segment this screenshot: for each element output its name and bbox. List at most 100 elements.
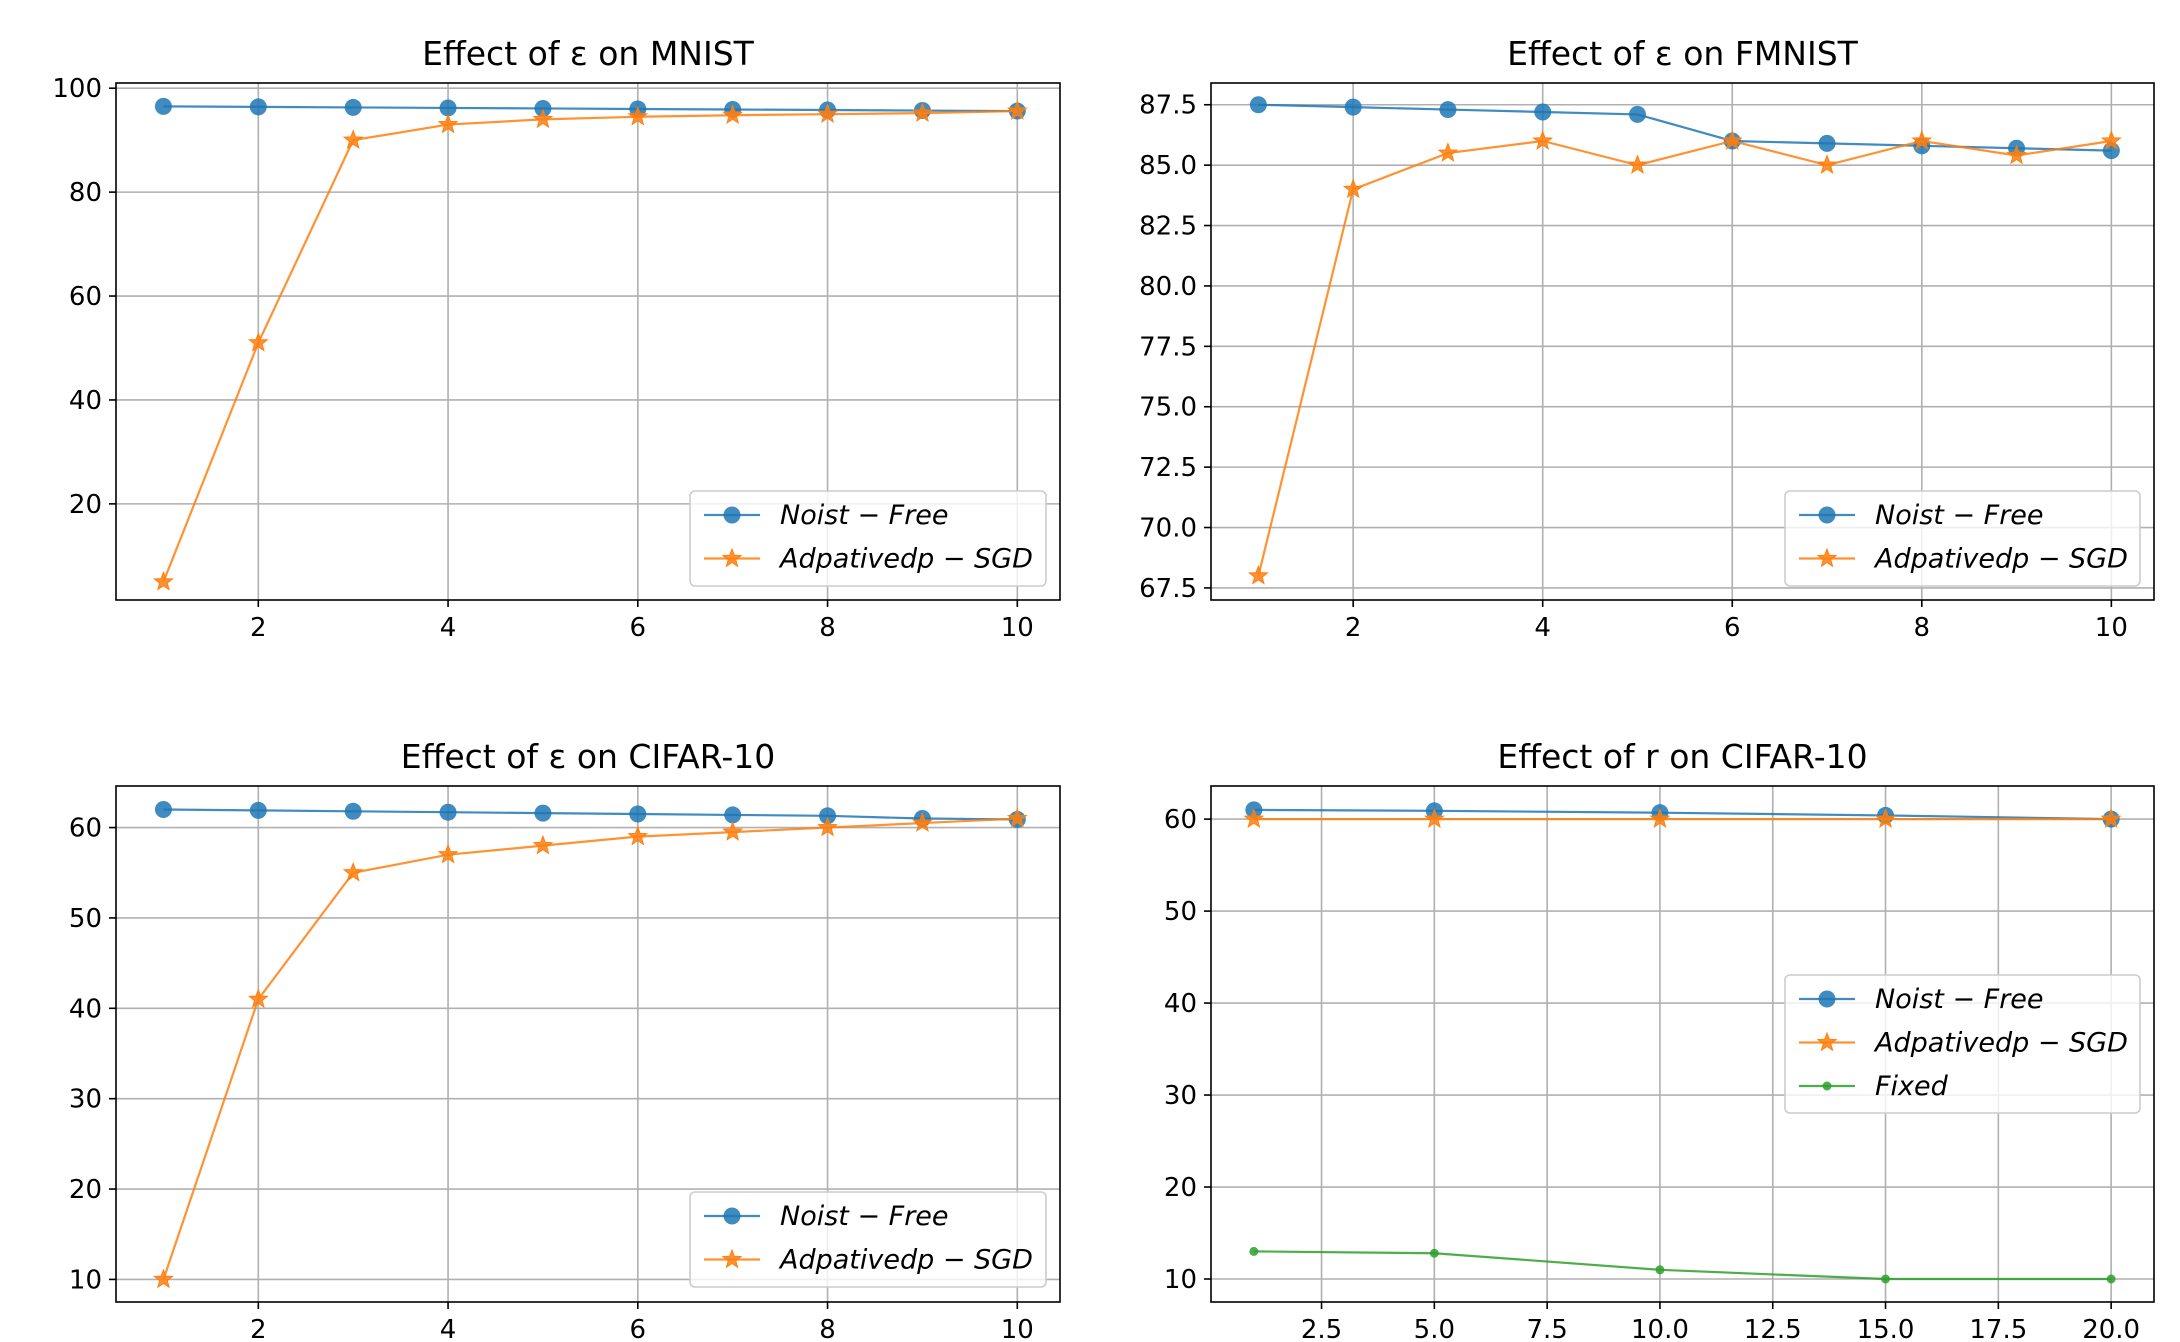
- series-line: [162, 817, 1018, 1280]
- x-tick-label: 17.5: [1969, 1315, 2027, 1342]
- series-line: [1257, 139, 2112, 577]
- data-point: [344, 98, 362, 116]
- y-tick-label: 30: [69, 1085, 102, 1115]
- axes-frame: [115, 785, 1061, 1303]
- y-tick-label: 20: [69, 490, 102, 520]
- data-point: [627, 825, 649, 846]
- y-tick-label: 100: [52, 74, 102, 104]
- legend-frame: [1784, 974, 2141, 1114]
- legend: Noist − Free Adpativedp − SGD: [689, 1191, 1047, 1288]
- data-point: [344, 802, 362, 820]
- series-1: [1249, 96, 2120, 160]
- data-point: [439, 99, 457, 117]
- chart-title: Effect of ε on MNIST: [422, 34, 755, 73]
- data-point: [722, 821, 744, 841]
- legend-label: Noist − Free: [1875, 984, 2044, 1015]
- data-point: [342, 129, 364, 149]
- chart-title: Effect of ε on CIFAR-10: [401, 737, 775, 776]
- data-point: [912, 102, 933, 122]
- data-point: [1439, 101, 1457, 119]
- data-point: [1816, 154, 1838, 174]
- y-tick-label: 67.5: [1139, 574, 1197, 604]
- y-tick-label: 80: [69, 178, 102, 208]
- x-tick-label: 6: [1724, 613, 1741, 643]
- series-1: [154, 97, 1026, 120]
- series-3: [1249, 1246, 2116, 1284]
- y-tick-label: 80.0: [1139, 272, 1197, 302]
- chart-title: Effect of r on CIFAR-10: [1497, 737, 1867, 776]
- y-tick-label: 60: [69, 282, 102, 312]
- data-point: [439, 803, 457, 821]
- legend-marker: [1822, 1081, 1832, 1091]
- axes-frame: [115, 82, 1061, 601]
- legend-label: Noist − Free: [780, 1201, 949, 1232]
- legend-label: Noist − Free: [780, 500, 949, 531]
- y-tick-label: 77.5: [1139, 332, 1197, 362]
- data-point: [247, 988, 269, 1009]
- data-point: [1721, 130, 1743, 150]
- chart-panel-1: 2 4 6 8 10 20 40 60 80 100 Effect of ε on MNIST Noi…: [52, 34, 1061, 643]
- data-point: [1344, 98, 1362, 116]
- data-point: [629, 805, 647, 823]
- series-2: [1243, 808, 2122, 828]
- y-tick-label: 70.0: [1139, 514, 1197, 544]
- legend-label: Adpativedp − SGD: [1873, 544, 2128, 575]
- y-tick-label: 40: [69, 994, 102, 1024]
- data-point: [817, 103, 838, 124]
- legend-frame: [689, 1191, 1047, 1288]
- chart-panel-2: 2 4 6 8 10 67.5 70.0 72.5 75.0 77.5 80.0 82.5 85.0 87…: [1139, 34, 2155, 643]
- legend-label: Adpativedp − SGD: [778, 544, 1033, 575]
- legend: Noist − Free Adpativedp − SGD Fixed: [1784, 974, 2141, 1114]
- data-point: [1875, 808, 1896, 828]
- series-line: [1253, 808, 2112, 821]
- legend-marker: [1818, 506, 1836, 524]
- x-tick-label: 8: [1914, 613, 1931, 643]
- chart-panel-4: 2.5 5.0 7.5 10.0 12.5 15.0 17.5 20.0 10 20 30 40 50 6…: [1164, 737, 2155, 1342]
- x-tick-label: 10: [2095, 613, 2128, 643]
- legend-marker: [721, 1248, 743, 1269]
- legend-frame: [689, 490, 1047, 587]
- data-point: [2100, 808, 2122, 828]
- series-line: [1258, 103, 2112, 152]
- x-tick-label: 10: [1001, 1315, 1034, 1342]
- data-point: [1423, 808, 1445, 828]
- x-tick-label: 4: [440, 613, 457, 643]
- data-point: [912, 812, 933, 832]
- legend-label: Adpativedp − SGD: [778, 1245, 1033, 1276]
- data-point: [1437, 142, 1459, 162]
- y-tick-label: 20: [69, 1175, 102, 1205]
- y-tick-label: 60: [1164, 805, 1197, 835]
- x-tick-label: 20.0: [2082, 1315, 2140, 1342]
- data-point: [437, 843, 459, 864]
- data-point: [437, 113, 459, 134]
- x-tick-label: 6: [630, 613, 647, 643]
- x-tick-label: 2: [1345, 613, 1362, 643]
- x-tick-label: 2.5: [1301, 1315, 1342, 1342]
- x-tick-label: 8: [819, 613, 836, 643]
- x-tick-label: 8: [819, 1315, 836, 1342]
- y-tick-label: 50: [69, 904, 102, 934]
- data-point: [1628, 105, 1646, 123]
- legend-marker: [723, 506, 741, 524]
- data-point: [1429, 1248, 1439, 1258]
- data-point: [154, 97, 172, 115]
- y-tick-label: 87.5: [1139, 91, 1197, 121]
- x-tick-label: 4: [1534, 613, 1551, 643]
- legend-marker: [1816, 547, 1838, 568]
- x-tick-label: 2: [250, 1315, 267, 1342]
- y-tick-label: 85.0: [1139, 151, 1197, 181]
- series-line: [163, 808, 1018, 821]
- x-tick-label: 2: [250, 613, 267, 643]
- grid: [116, 83, 1060, 600]
- x-tick-label: 10: [1001, 613, 1034, 643]
- legend-marker: [1816, 1031, 1838, 1052]
- y-tick-label: 30: [1164, 1081, 1197, 1111]
- y-tick-label: 50: [1164, 897, 1197, 927]
- grid: [116, 786, 1060, 1302]
- data-point: [1342, 178, 1364, 199]
- legend: Noist − Free Adpativedp − SGD: [1784, 490, 2141, 587]
- chart-panel-3: 2 4 6 8 10 10 20 30 40 50 60 Effect of ε on CIFAR-1…: [69, 737, 1061, 1342]
- data-point: [817, 816, 838, 837]
- series-2: [153, 807, 1028, 1289]
- y-tick-label: 40: [1164, 989, 1197, 1019]
